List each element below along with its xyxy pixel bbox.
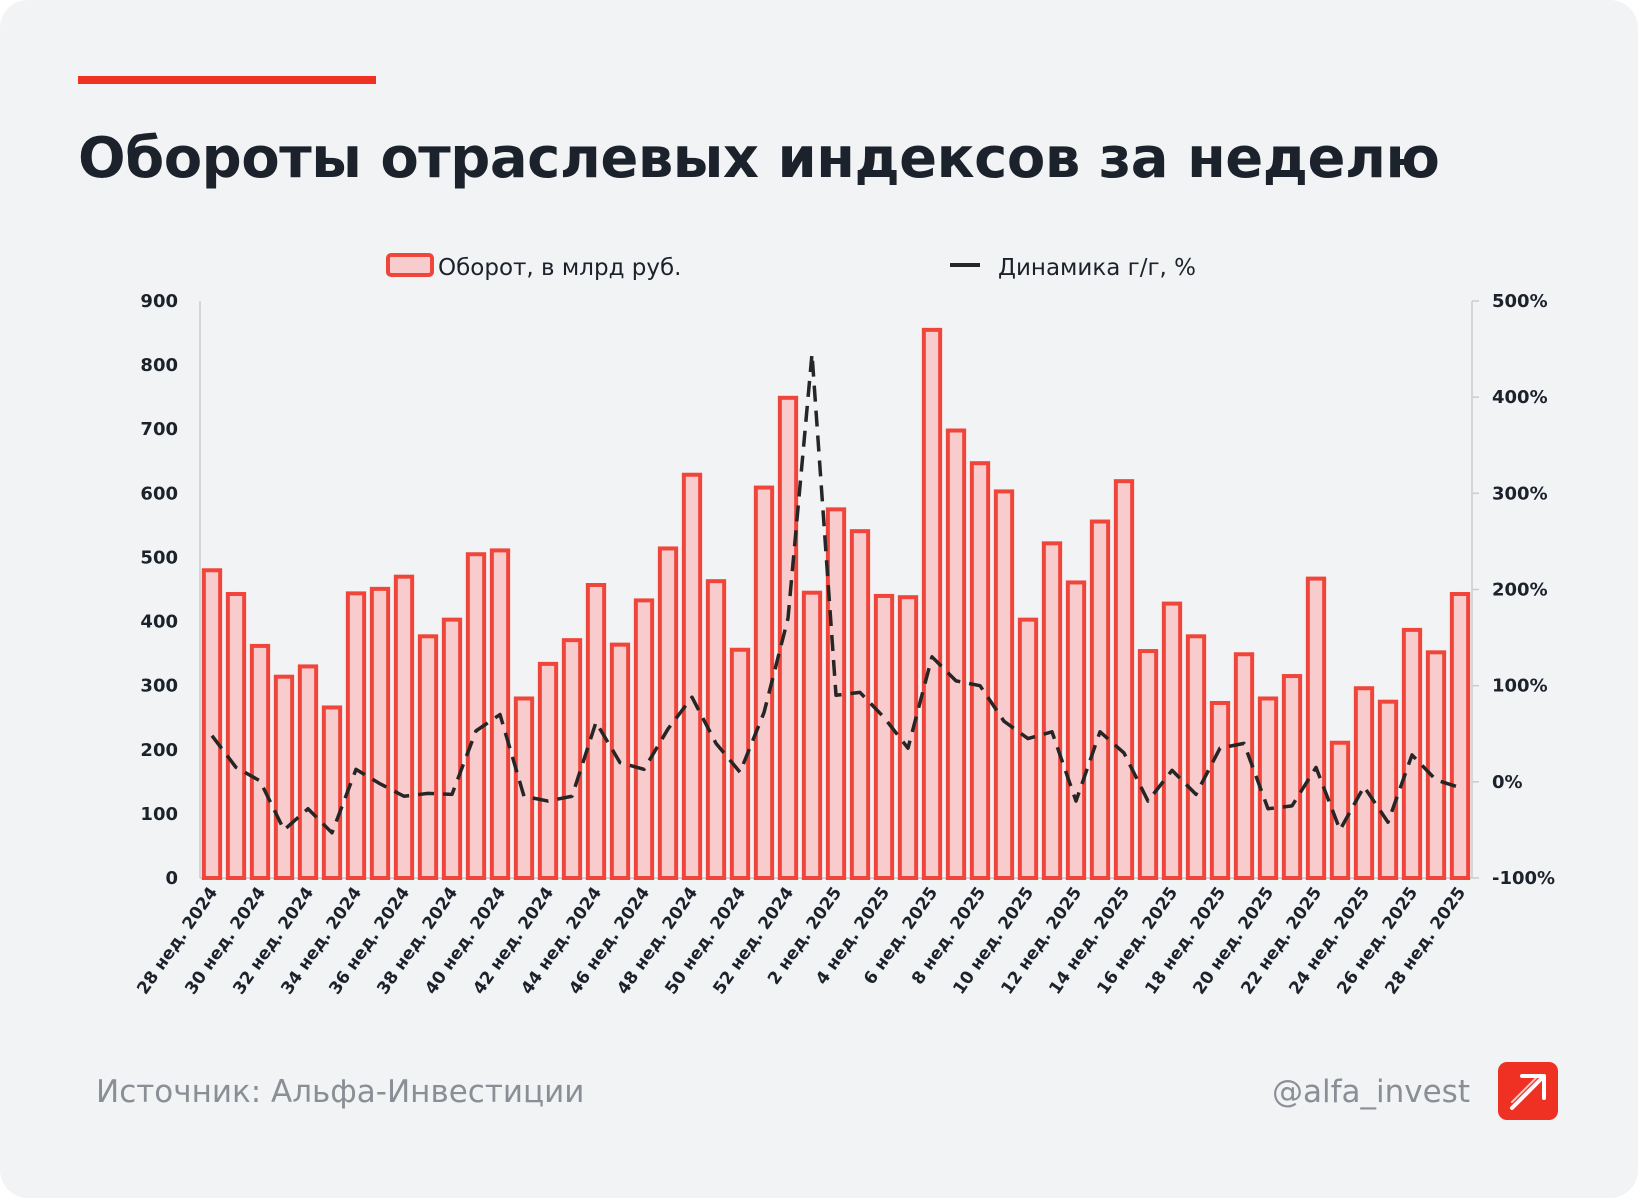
source-text: Источник: Альфа-Инвестиции [96,1074,585,1110]
bar [297,664,319,880]
y-tick-label-left: 600 [140,483,178,504]
y-tick-label-right: 100% [1492,676,1548,697]
bar [1425,650,1447,881]
y-tick-label-left: 200 [140,740,178,761]
bar [393,574,415,880]
bar [417,634,439,880]
y-tick-label-left: 500 [140,547,178,568]
y-tick-label-left: 900 [140,291,178,312]
alfa-arrow-logo-icon [1498,1062,1558,1120]
bar [801,590,823,881]
bar [849,529,871,880]
y-tick-label-right: 400% [1492,387,1548,408]
bar [897,595,919,880]
bar [1017,617,1039,880]
bar [921,327,943,881]
bar [249,643,271,880]
bar [1137,649,1159,880]
bar [369,586,391,880]
legend-bar-swatch [386,253,434,277]
bar [1161,601,1183,880]
bar [465,552,487,880]
handle-link[interactable]: @alfa_invest [1271,1074,1470,1110]
bar [1089,519,1111,880]
bar [1353,686,1375,880]
bar [585,583,607,880]
y-tick-label-right: -100% [1492,868,1555,889]
bar [969,461,991,880]
accent-bar [78,76,376,84]
bar [201,568,223,881]
bar [537,661,559,880]
y-tick-label-right: 500% [1492,291,1548,312]
bar [1281,674,1303,880]
legend-line-label: Динамика г/г, % [998,255,1196,281]
bar [945,428,967,880]
y-tick-label-left: 100 [140,804,178,825]
bar [1065,580,1087,880]
bar [561,638,583,881]
bar [1041,541,1063,881]
bar [873,593,895,880]
y-tick-label-right: 300% [1492,483,1548,504]
bar [1209,700,1231,880]
bar [633,598,655,881]
bars-group [201,327,1471,881]
legend: Оборот, в млрд руб. Динамика г/г, % [386,253,1196,281]
chart: Оборот, в млрд руб. Динамика г/г, % 0 100… [133,253,1555,998]
bar [1233,652,1255,880]
bar [1305,576,1327,880]
bar [657,546,679,880]
y-tick-label-left: 400 [140,612,178,633]
y-tick-label-right: 200% [1492,580,1548,601]
bar [513,696,535,880]
bar [345,591,367,880]
y-tick-label-left: 300 [140,676,178,697]
series-line-dynamics [210,352,1461,835]
y-tick-label-right: 0% [1492,772,1523,793]
bar [273,674,295,880]
bar [993,489,1015,880]
bar [1113,479,1135,880]
line-group [210,352,1461,835]
legend-bar-label: Оборот, в млрд руб. [438,255,682,281]
bar [321,705,343,881]
y-tick-label-left: 700 [140,419,178,440]
y-tick-label-left: 0 [165,868,178,889]
bar [441,617,463,880]
bar [753,485,775,880]
bar [777,395,799,880]
y-tick-label-left: 800 [140,355,178,376]
bar [1185,634,1207,880]
bar [225,591,247,880]
bar [1377,699,1399,880]
bar [681,472,703,880]
page-title: Обороты отраслевых индексов за неделю [78,126,1440,191]
bar [1449,591,1471,880]
